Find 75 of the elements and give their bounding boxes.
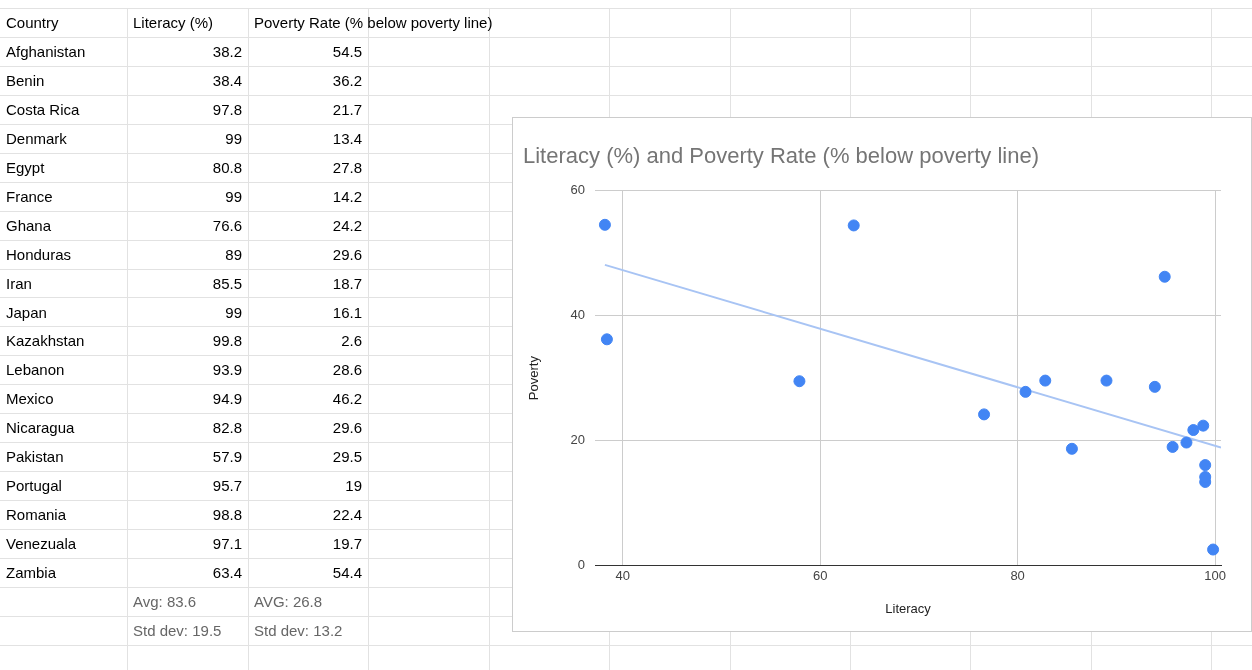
text: 99 [225, 129, 242, 149]
text: 18.7 [332, 274, 362, 294]
text: Nicaragua [6, 418, 75, 438]
text: Benin [6, 71, 45, 91]
text: 22.4 [332, 505, 362, 525]
text: Std dev: 13.2 [254, 621, 343, 641]
text: 89 [225, 245, 242, 265]
text: 54.4 [332, 563, 362, 583]
text: 80.8 [212, 158, 242, 178]
text: 94.9 [212, 389, 242, 409]
text: Zambia [6, 563, 57, 583]
text: 97.1 [212, 534, 242, 554]
text: 93.9 [212, 360, 242, 380]
text: 97.8 [212, 100, 242, 120]
text: Avg: 83.6 [133, 592, 197, 612]
text: 82.8 [212, 418, 242, 438]
text: France [6, 187, 53, 207]
text: Literacy (%) [133, 13, 214, 33]
y-tick-label: 20 [570, 432, 586, 448]
text: 99 [225, 303, 242, 323]
text: 24.2 [332, 216, 362, 236]
text: Iran [6, 274, 32, 294]
text: 27.8 [332, 158, 362, 178]
text: Costa Rica [6, 100, 80, 120]
x-tick-label: 80 [1010, 568, 1025, 584]
text: Honduras [6, 245, 72, 265]
x-tick-label: 40 [615, 568, 630, 584]
text: 38.4 [212, 71, 242, 91]
text: 99.8 [212, 331, 242, 351]
text: Mexico [6, 389, 54, 409]
chart-title: Literacy (%) and Poverty Rate (% below poverty line) [523, 143, 1039, 169]
y-axis-title: Poverty [526, 355, 542, 401]
text: 98.8 [212, 505, 242, 525]
y-tick-label: 60 [570, 181, 586, 197]
text: 29.5 [332, 447, 362, 467]
text: 29.6 [332, 245, 362, 265]
text: Afghanistan [6, 42, 86, 62]
text: Country [6, 13, 59, 33]
text: Ghana [6, 216, 52, 236]
x-tick-label: 100 [1204, 568, 1226, 584]
text: 76.6 [212, 216, 242, 236]
text: Romania [6, 505, 67, 525]
text: 16.1 [332, 303, 362, 323]
text: Lebanon [6, 360, 65, 380]
text: 57.9 [212, 447, 242, 467]
text: Std dev: 19.5 [133, 621, 222, 641]
text: 99 [225, 187, 242, 207]
y-tick-label: 0 [577, 557, 586, 573]
text: 29.6 [332, 418, 362, 438]
text: Venezuala [6, 534, 77, 554]
x-axis-title: Literacy [885, 600, 932, 616]
text: 19 [345, 476, 362, 496]
x-tick-label: 60 [812, 568, 828, 584]
text: 63.4 [212, 563, 242, 583]
text: 2.6 [341, 331, 362, 351]
text: Poverty Rate (% below poverty line) [254, 13, 493, 33]
y-tick-label: 40 [570, 307, 586, 323]
text: 14.2 [332, 187, 362, 207]
text: 13.4 [332, 129, 362, 149]
text: Denmark [6, 129, 67, 149]
text: Japan [6, 303, 47, 323]
text: Portugal [6, 476, 62, 496]
text: 85.5 [212, 274, 242, 294]
text: 95.7 [212, 476, 242, 496]
text: 28.6 [332, 360, 362, 380]
text: 21.7 [332, 100, 362, 120]
text: 38.2 [212, 42, 242, 62]
text: 46.2 [332, 389, 362, 409]
text: 36.2 [332, 71, 362, 91]
text: 54.5 [332, 42, 362, 62]
text: Egypt [6, 158, 45, 178]
text: 19.7 [332, 534, 362, 554]
text: Pakistan [6, 447, 64, 467]
text: Kazakhstan [6, 331, 85, 351]
text: AVG: 26.8 [254, 592, 323, 612]
